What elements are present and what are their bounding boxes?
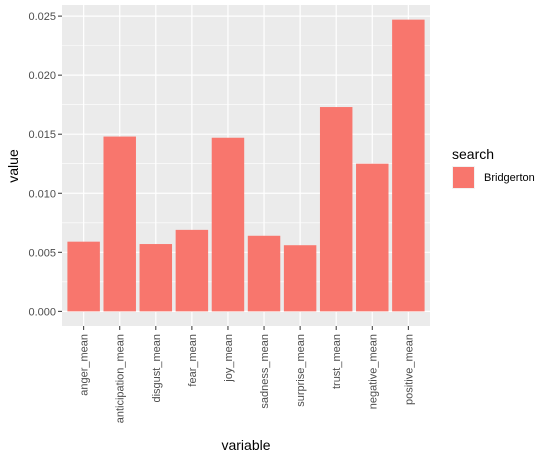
legend-label: Bridgerton — [484, 172, 535, 184]
x-tick-label: disgust_mean — [151, 334, 163, 403]
bar-joy_mean — [211, 137, 245, 312]
bar-trust_mean — [319, 107, 353, 312]
x-tick-label: sadness_mean — [259, 334, 271, 409]
y-tick-label: 0.010 — [28, 188, 56, 200]
x-tick-label: surprise_mean — [295, 334, 307, 407]
x-tick-label: anger_mean — [79, 334, 91, 396]
y-axis: 0.000 0.005 0.010 0.015 0.020 0.025 — [28, 11, 62, 318]
legend-title: search — [452, 146, 494, 162]
x-tick-label: trust_mean — [331, 334, 343, 389]
y-tick-label: 0.025 — [28, 11, 56, 23]
bar-positive_mean — [392, 19, 425, 312]
y-tick-label: 0.020 — [28, 70, 56, 82]
bar-sadness_mean — [247, 235, 281, 312]
bar-surprise_mean — [283, 245, 317, 312]
x-axis-title: variable — [221, 437, 270, 453]
x-tick-label: positive_mean — [403, 334, 415, 405]
x-axis: anger_mean anticipation_mean disgust_mean f… — [79, 326, 415, 423]
x-tick-label: fear_mean — [187, 334, 199, 387]
x-tick-label: negative_mean — [367, 334, 379, 409]
y-tick-label: 0.000 — [28, 306, 56, 318]
y-axis-title: value — [5, 149, 21, 183]
bar-negative_mean — [356, 163, 389, 312]
y-tick-label: 0.005 — [28, 247, 56, 259]
bars — [67, 19, 425, 312]
y-tick-label: 0.015 — [28, 129, 56, 141]
legend-swatch — [453, 167, 474, 188]
bar-anticipation_mean — [103, 136, 136, 312]
bar-fear_mean — [175, 229, 209, 312]
x-tick-label: anticipation_mean — [115, 334, 127, 423]
x-tick-label: joy_mean — [223, 334, 235, 383]
bar-anger_mean — [67, 241, 100, 312]
bar-disgust_mean — [139, 244, 173, 312]
legend: search Bridgerton — [452, 146, 535, 189]
